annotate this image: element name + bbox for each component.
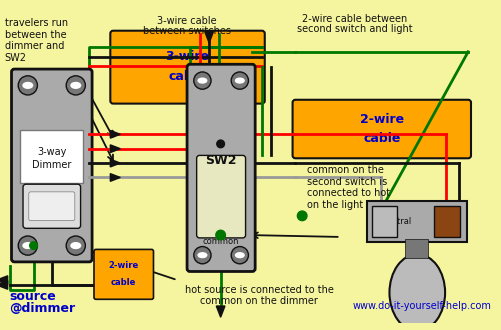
- FancyBboxPatch shape: [292, 100, 470, 158]
- Polygon shape: [110, 145, 120, 152]
- Circle shape: [231, 72, 248, 89]
- Text: 2-wire: 2-wire: [359, 114, 403, 126]
- FancyBboxPatch shape: [367, 201, 466, 242]
- Circle shape: [297, 211, 306, 221]
- Circle shape: [193, 247, 210, 264]
- Ellipse shape: [235, 253, 243, 258]
- Text: second switch and light: second switch and light: [297, 24, 412, 34]
- Text: between switches: between switches: [143, 26, 230, 36]
- FancyBboxPatch shape: [20, 129, 83, 183]
- Text: common on the dimmer: common on the dimmer: [200, 296, 317, 307]
- Text: between the: between the: [5, 30, 66, 40]
- Text: connected to hot: connected to hot: [306, 188, 389, 198]
- Text: 3-wire cable: 3-wire cable: [157, 16, 216, 26]
- FancyBboxPatch shape: [404, 239, 427, 258]
- Circle shape: [216, 140, 224, 148]
- Text: common on the: common on the: [306, 165, 383, 175]
- Polygon shape: [0, 280, 8, 289]
- Text: second switch is: second switch is: [306, 177, 386, 186]
- Ellipse shape: [23, 82, 33, 88]
- Text: hot: hot: [440, 217, 454, 226]
- FancyBboxPatch shape: [187, 64, 255, 272]
- Polygon shape: [216, 306, 224, 317]
- FancyBboxPatch shape: [110, 31, 264, 104]
- Circle shape: [216, 188, 224, 196]
- Text: @dimmer: @dimmer: [10, 302, 76, 315]
- Text: www.do-it-yourself-help.com: www.do-it-yourself-help.com: [352, 301, 490, 311]
- FancyBboxPatch shape: [23, 184, 81, 228]
- Circle shape: [18, 76, 38, 95]
- Polygon shape: [110, 174, 120, 181]
- Text: travelers run: travelers run: [5, 18, 68, 28]
- Ellipse shape: [198, 253, 206, 258]
- Circle shape: [231, 247, 248, 264]
- Ellipse shape: [235, 78, 243, 83]
- FancyBboxPatch shape: [94, 249, 153, 299]
- Circle shape: [66, 236, 85, 255]
- Circle shape: [66, 76, 85, 95]
- Text: cable: cable: [168, 70, 206, 83]
- Text: source: source: [10, 290, 56, 303]
- FancyBboxPatch shape: [196, 155, 245, 238]
- Circle shape: [215, 230, 225, 240]
- Text: hot source is connected to the: hot source is connected to the: [184, 285, 333, 295]
- Polygon shape: [110, 159, 120, 167]
- Ellipse shape: [71, 243, 81, 248]
- Polygon shape: [110, 130, 120, 138]
- Text: common: common: [202, 237, 238, 246]
- Ellipse shape: [198, 78, 206, 83]
- Ellipse shape: [389, 254, 444, 330]
- Text: 2-wire: 2-wire: [108, 261, 139, 270]
- Circle shape: [48, 132, 56, 140]
- Text: dimmer and: dimmer and: [5, 41, 64, 51]
- Polygon shape: [0, 276, 8, 284]
- Ellipse shape: [23, 243, 33, 248]
- FancyBboxPatch shape: [433, 206, 459, 237]
- Ellipse shape: [71, 82, 81, 88]
- FancyBboxPatch shape: [12, 69, 92, 262]
- FancyBboxPatch shape: [371, 206, 396, 237]
- Text: cable: cable: [111, 278, 136, 286]
- Text: SW2: SW2: [5, 53, 27, 63]
- Circle shape: [48, 190, 56, 198]
- Text: SW2: SW2: [204, 154, 236, 167]
- Text: neutral: neutral: [380, 217, 410, 226]
- Circle shape: [18, 236, 38, 255]
- Text: 2-wire cable between: 2-wire cable between: [302, 15, 407, 24]
- Text: 3-way: 3-way: [37, 147, 66, 156]
- Text: cable: cable: [362, 132, 400, 145]
- Text: on the light: on the light: [306, 200, 363, 210]
- Text: 3-wire: 3-wire: [165, 50, 209, 63]
- Circle shape: [30, 242, 38, 249]
- Polygon shape: [204, 32, 213, 43]
- Circle shape: [193, 72, 210, 89]
- FancyBboxPatch shape: [29, 192, 75, 221]
- Text: Dimmer: Dimmer: [32, 160, 71, 170]
